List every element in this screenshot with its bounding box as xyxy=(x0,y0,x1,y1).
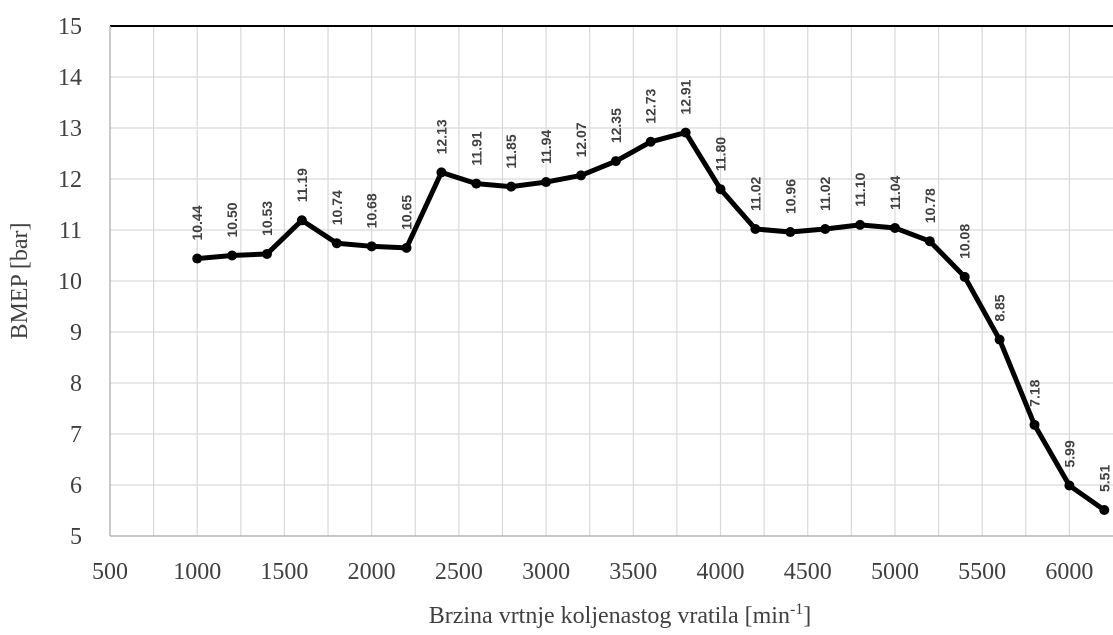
data-label: 11.19 xyxy=(294,168,310,202)
data-label: 10.96 xyxy=(782,179,798,214)
data-point xyxy=(261,248,272,259)
data-point xyxy=(959,271,970,282)
y-tick-label: 8 xyxy=(70,371,82,397)
data-label: 11.04 xyxy=(887,175,903,209)
x-axis-title: Brzina vrtnje koljenastog vratila [min-1… xyxy=(429,601,812,629)
data-label: 10.74 xyxy=(329,190,345,225)
y-tick-label: 5 xyxy=(70,524,82,550)
data-label: 11.85 xyxy=(503,134,519,168)
data-label: 11.10 xyxy=(852,172,868,206)
data-point xyxy=(610,156,621,167)
gridlines xyxy=(110,25,1113,536)
data-point xyxy=(785,227,796,238)
data-point xyxy=(575,170,586,181)
x-tick-label: 5500 xyxy=(958,559,1006,585)
data-label: 11.02 xyxy=(817,177,833,211)
data-point xyxy=(680,127,691,138)
data-label: 12.13 xyxy=(433,119,449,154)
bmep-series xyxy=(192,127,1110,515)
x-tick-label: 2000 xyxy=(348,559,396,585)
y-tick-label: 12 xyxy=(58,167,82,193)
y-tick-label: 10 xyxy=(58,269,82,295)
y-tick-label: 9 xyxy=(70,320,82,346)
x-axis-title-main: Brzina vrtnje koljenastog vratila [min xyxy=(429,603,790,629)
data-point xyxy=(855,219,866,230)
data-point xyxy=(1029,419,1040,430)
y-tick-label: 13 xyxy=(58,116,82,142)
x-axis-title-sup: -1 xyxy=(790,601,803,618)
x-tick-label: 3000 xyxy=(522,559,570,585)
data-point xyxy=(227,250,238,261)
data-label: 12.35 xyxy=(608,108,624,143)
data-label: 12.73 xyxy=(643,89,659,124)
y-axis-title: BMEP [bar] xyxy=(7,222,33,339)
x-tick-label: 3500 xyxy=(609,559,657,585)
data-point xyxy=(331,238,342,249)
x-tick-label: 5000 xyxy=(871,559,919,585)
y-tick-label: 14 xyxy=(58,65,82,91)
data-point xyxy=(1064,480,1075,491)
data-point xyxy=(1099,504,1110,515)
data-label: 5.51 xyxy=(1096,465,1112,492)
data-point xyxy=(645,136,656,147)
data-point xyxy=(994,334,1005,345)
y-tick-label: 7 xyxy=(70,422,82,448)
data-label: 12.91 xyxy=(678,79,694,114)
data-label: 10.53 xyxy=(259,201,275,236)
x-tick-label: 4000 xyxy=(697,559,745,585)
data-label: 11.94 xyxy=(538,130,554,164)
x-axis-title-end: ] xyxy=(803,603,811,629)
data-label: 7.18 xyxy=(1027,379,1043,406)
data-label: 10.08 xyxy=(957,224,973,259)
bmep-line xyxy=(196,130,1106,513)
x-tick-label: 1000 xyxy=(173,559,221,585)
x-tick-label: 500 xyxy=(92,559,128,585)
data-label: 10.68 xyxy=(364,193,380,228)
data-label: 10.44 xyxy=(189,205,205,240)
data-label: 10.50 xyxy=(224,202,240,237)
data-point xyxy=(506,181,517,192)
data-point xyxy=(715,184,726,195)
y-tick-label: 11 xyxy=(59,218,82,244)
data-label: 10.78 xyxy=(922,188,938,223)
data-label: 8.85 xyxy=(992,294,1008,321)
data-label: 12.07 xyxy=(573,122,589,157)
data-label: 11.80 xyxy=(713,137,729,171)
x-tick-label: 6000 xyxy=(1045,559,1093,585)
data-label: 5.99 xyxy=(1061,440,1077,467)
data-point xyxy=(750,223,761,234)
plot-frame xyxy=(109,25,1113,537)
data-label: 10.65 xyxy=(399,195,415,230)
y-tick-label: 15 xyxy=(58,14,82,40)
data-point xyxy=(366,241,377,252)
data-point xyxy=(401,242,412,253)
y-tick-labels: 5 6 7 8 9 10 11 12 13 14 15 xyxy=(58,14,82,550)
data-point xyxy=(889,222,900,233)
data-point xyxy=(192,253,203,264)
data-labels: 10.44 10.50 10.53 11.19 10.74 10.68 10.65 12.13… xyxy=(189,79,1112,492)
y-tick-label: 6 xyxy=(70,473,82,499)
data-label: 11.02 xyxy=(747,177,763,211)
x-tick-labels: 500 1000 1500 2000 2500 3000 3500 4000 4500 5000 5… xyxy=(92,559,1093,585)
data-point xyxy=(436,167,447,178)
data-label: 11.91 xyxy=(468,131,484,165)
data-point xyxy=(541,177,552,188)
data-point xyxy=(296,215,307,226)
data-point xyxy=(471,178,482,189)
x-tick-label: 1500 xyxy=(260,559,308,585)
data-point xyxy=(924,236,935,247)
x-tick-label: 2500 xyxy=(435,559,483,585)
x-tick-label: 4500 xyxy=(784,559,832,585)
data-point xyxy=(820,223,831,234)
